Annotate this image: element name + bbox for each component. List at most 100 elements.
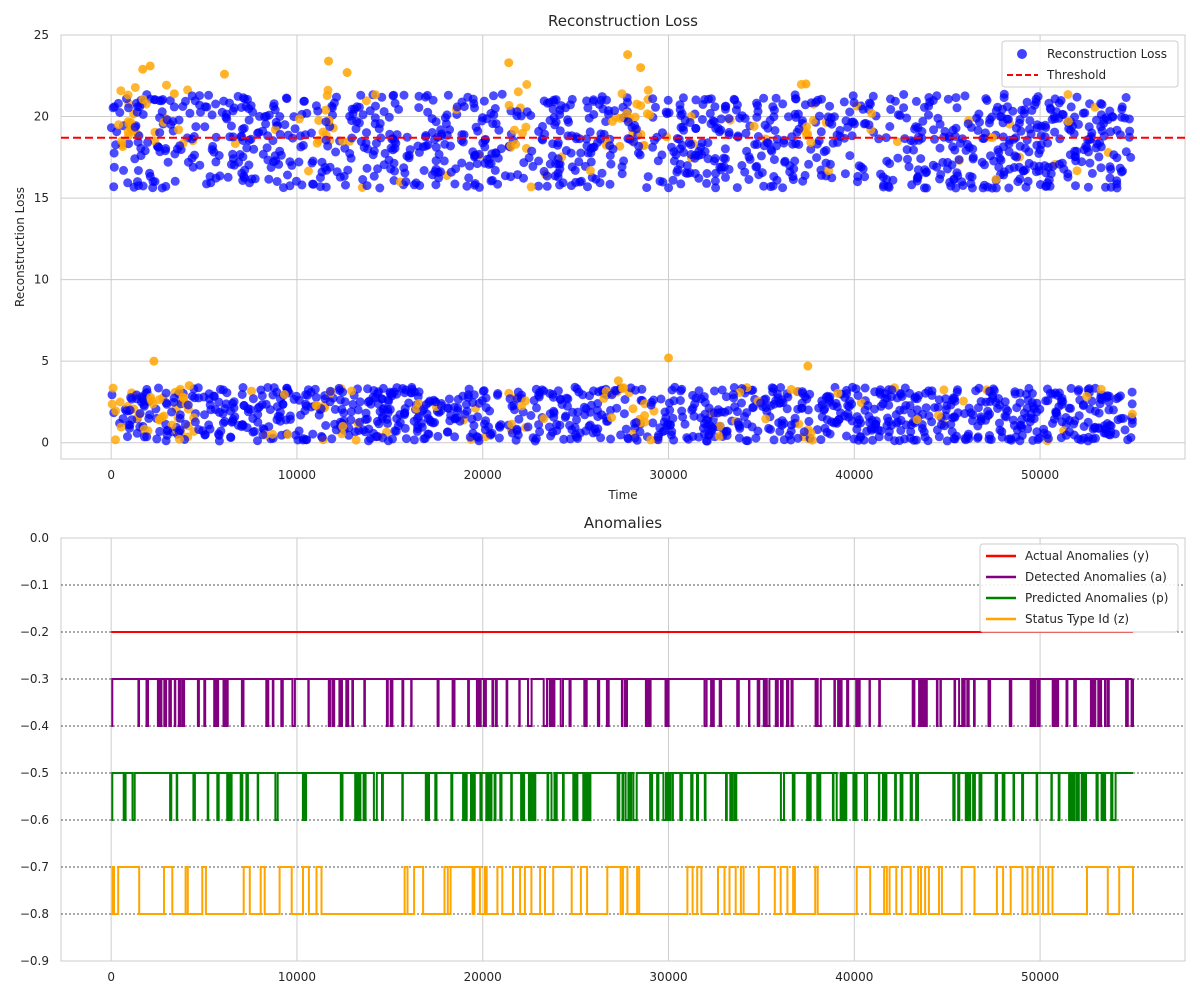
- loss-point: [175, 141, 185, 151]
- loss-point: [214, 436, 224, 446]
- loss-point: [1057, 158, 1067, 168]
- loss-point: [450, 413, 460, 423]
- loss-point: [704, 94, 713, 104]
- loss-point: [1079, 145, 1089, 155]
- loss-point: [884, 416, 894, 426]
- loss-point: [973, 125, 983, 135]
- anomaly-point: [323, 85, 333, 95]
- loss-point: [154, 383, 163, 393]
- anomaly-point: [184, 381, 194, 391]
- loss-point: [370, 113, 380, 123]
- loss-point: [493, 153, 503, 163]
- anomaly-point: [123, 90, 133, 100]
- loss-point: [786, 420, 796, 430]
- anomaly-point: [912, 415, 922, 425]
- loss-point: [330, 404, 340, 414]
- loss-point: [1039, 428, 1049, 438]
- loss-point: [657, 150, 667, 160]
- loss-point: [584, 113, 594, 123]
- loss-point: [662, 109, 672, 119]
- loss-point: [494, 125, 504, 135]
- loss-point: [1036, 140, 1046, 150]
- loss-point: [535, 427, 545, 437]
- loss-point: [851, 384, 861, 394]
- loss-point: [247, 174, 257, 184]
- loss-point: [1066, 125, 1075, 135]
- loss-point: [786, 426, 796, 436]
- loss-point: [1094, 152, 1104, 162]
- loss-point: [311, 392, 321, 402]
- loss-point: [216, 426, 226, 436]
- loss-point: [473, 126, 483, 136]
- loss-point: [1118, 413, 1128, 423]
- loss-point: [902, 145, 912, 155]
- loss-point: [669, 396, 679, 406]
- loss-point: [155, 426, 165, 436]
- anomaly-point: [504, 58, 514, 68]
- loss-point: [1058, 110, 1068, 120]
- loss-point: [667, 427, 677, 437]
- loss-point: [842, 431, 851, 441]
- loss-point: [115, 108, 125, 117]
- loss-point: [358, 425, 368, 435]
- loss-point: [565, 100, 575, 110]
- loss-point: [839, 97, 849, 107]
- loss-point: [220, 404, 230, 413]
- loss-point: [701, 436, 711, 446]
- loss-point: [1127, 419, 1137, 428]
- loss-point: [350, 427, 360, 437]
- loss-point: [656, 394, 666, 404]
- loss-point: [472, 159, 482, 169]
- loss-point: [1071, 181, 1080, 191]
- loss-point: [301, 435, 311, 445]
- loss-point: [1027, 398, 1037, 407]
- loss-point: [427, 170, 437, 180]
- loss-point: [327, 103, 337, 113]
- loss-point: [847, 399, 857, 409]
- loss-point: [555, 126, 565, 136]
- loss-point: [771, 93, 781, 103]
- loss-point: [890, 436, 900, 446]
- loss-point: [523, 422, 533, 432]
- loss-point: [170, 176, 180, 186]
- loss-point: [596, 95, 606, 105]
- loss-point: [1033, 92, 1043, 102]
- loss-point: [780, 157, 790, 167]
- loss-point: [110, 102, 119, 112]
- y-tick-labels: 0 5 10 15 20 25: [34, 28, 49, 450]
- loss-point: [648, 94, 658, 104]
- loss-point: [943, 164, 952, 174]
- loss-point: [858, 104, 868, 114]
- loss-point: [526, 411, 536, 420]
- loss-point: [161, 181, 171, 191]
- loss-point: [513, 387, 523, 397]
- loss-point: [585, 420, 595, 430]
- loss-point: [954, 155, 964, 165]
- loss-point: [320, 162, 330, 172]
- loss-point: [576, 148, 586, 158]
- legend-label-reconstruction-loss: Reconstruction Loss: [1047, 47, 1167, 61]
- chart-title: Anomalies: [584, 514, 662, 532]
- loss-point: [283, 170, 292, 180]
- loss-point: [1125, 126, 1135, 136]
- anomaly-point: [1127, 409, 1137, 419]
- loss-point: [506, 172, 516, 182]
- loss-point: [187, 391, 197, 401]
- loss-point: [1025, 124, 1035, 134]
- loss-point: [1030, 100, 1040, 110]
- anomaly-point: [294, 114, 304, 124]
- loss-point: [519, 158, 529, 168]
- loss-point: [464, 390, 473, 400]
- loss-point: [680, 419, 690, 429]
- loss-point: [487, 428, 497, 438]
- loss-point: [630, 433, 640, 443]
- loss-point: [662, 421, 672, 430]
- loss-point: [433, 431, 443, 441]
- loss-point: [642, 183, 652, 193]
- loss-point: [1015, 141, 1025, 151]
- loss-point: [777, 420, 787, 430]
- loss-point: [941, 394, 951, 404]
- loss-point: [308, 179, 318, 189]
- loss-point: [289, 394, 299, 404]
- loss-point: [414, 103, 424, 113]
